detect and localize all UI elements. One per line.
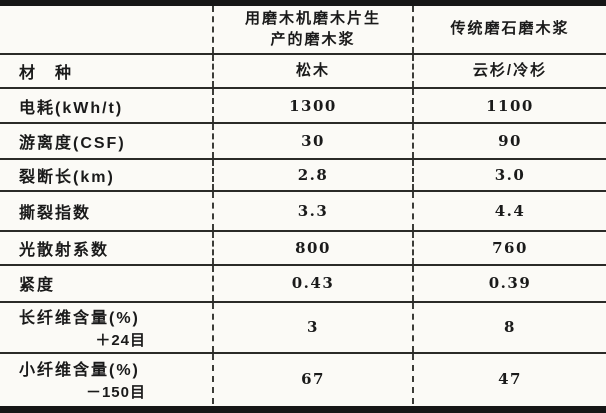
table-row-light-scattering: 光散射系数 800 760 — [0, 230, 606, 265]
value-cell: 1100 — [412, 88, 606, 124]
row-label: 游离度(CSF) — [19, 135, 126, 153]
value-cell: 800 — [212, 230, 413, 265]
value-cell: 松木 — [212, 53, 413, 89]
row-label: 光散射系数 — [19, 241, 110, 259]
value-cell: 760 — [412, 230, 606, 265]
table-row-density: 紧度 0.43 0.39 — [0, 264, 606, 302]
table-row-freeness: 游离度(CSF) 30 90 — [0, 123, 606, 160]
row-label: 材 种 — [19, 64, 74, 82]
value-cell: 云杉/冷杉 — [412, 53, 606, 89]
value-cell: 3 — [212, 301, 413, 354]
row-label: 电耗(kWh/t) — [19, 99, 124, 117]
value-cell: 1300 — [212, 88, 413, 124]
row-label: 撕裂指数 — [19, 204, 92, 222]
table-row-breaking-length: 裂断长(km) 2.8 3.0 — [0, 159, 606, 191]
value-cell: 2.8 — [212, 159, 413, 191]
row-label: 裂断长(km) — [19, 168, 115, 186]
row-label: 长纤维含量(%) ＋24目 — [0, 302, 213, 354]
value-cell: 67 — [212, 353, 413, 404]
table-row-fines: 小纤维含量(%) －150目 67 47 — [0, 353, 606, 404]
header-row: 用磨木机磨木片生 产的磨木浆 传统磨石磨木浆 — [0, 6, 606, 54]
header-empty-cell — [0, 6, 213, 54]
table-row-species: 材 种 松木 云杉/冷杉 — [0, 53, 606, 89]
header-col-chip-groundwood: 用磨木机磨木片生 产的磨木浆 — [212, 6, 413, 54]
table-row-tear-index: 撕裂指数 3.3 4.4 — [0, 190, 606, 231]
row-label: 小纤维含量(%) －150目 — [0, 353, 213, 404]
row-label-line1: 小纤维含量(%) — [19, 362, 140, 380]
value-cell: 0.39 — [412, 264, 606, 302]
row-label-line2: ＋24目 — [95, 332, 146, 350]
value-cell: 3.0 — [412, 159, 606, 191]
row-label: 紧度 — [19, 277, 56, 295]
pulp-comparison-table: 用磨木机磨木片生 产的磨木浆 传统磨石磨木浆 材 种 松木 云杉/冷杉 电耗(k… — [0, 6, 606, 404]
value-cell: 8 — [412, 301, 606, 354]
table-row-long-fiber: 长纤维含量(%) ＋24目 3 8 — [0, 301, 606, 354]
value-cell: 0.43 — [212, 264, 413, 302]
value-cell: 3.3 — [212, 190, 413, 231]
header-col-stone-groundwood: 传统磨石磨木浆 — [412, 6, 606, 54]
row-label-line2: －150目 — [85, 384, 146, 402]
table-row-energy: 电耗(kWh/t) 1300 1100 — [0, 88, 606, 124]
value-cell: 30 — [212, 123, 413, 160]
row-label-line1: 长纤维含量(%) — [19, 310, 140, 328]
value-cell: 4.4 — [412, 190, 606, 231]
value-cell: 90 — [412, 123, 606, 160]
value-cell: 47 — [412, 353, 606, 404]
